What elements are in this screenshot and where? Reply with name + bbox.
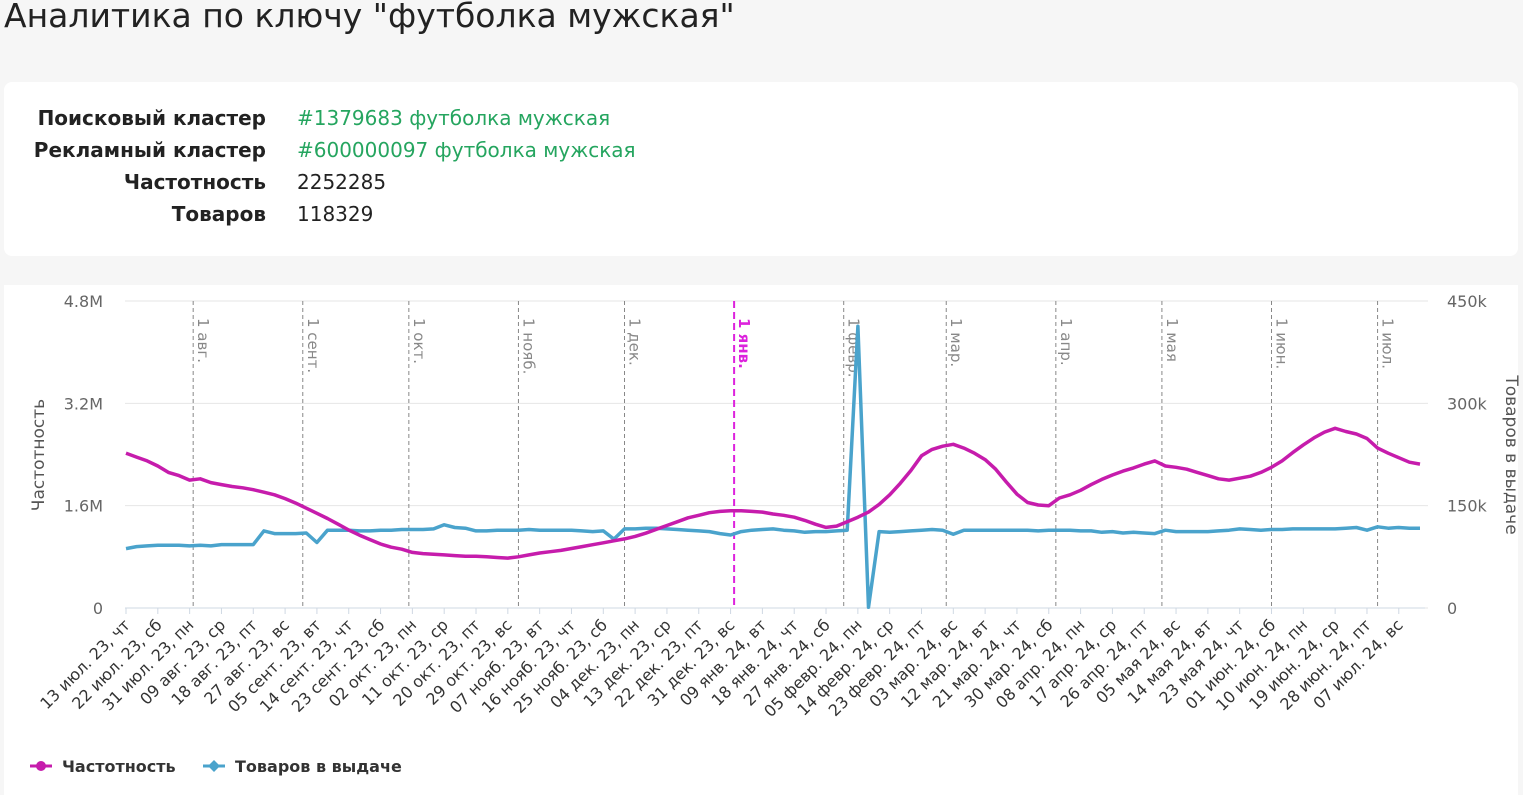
x-tick-label: 16 нояб. 23, чт [478,615,580,717]
month-label: 1 февр. [845,318,863,378]
x-tick-label: 23 февр. 24, пт [825,615,930,720]
info-label: Поисковый кластер [37,106,266,130]
month-label: 1 авг. [194,318,212,363]
x-tick-label: 25 нояб. 23, сб [510,615,612,717]
month-label: 1 апр. [1057,318,1075,366]
x-tick-label: 28 июн. 24, пт [1276,615,1374,713]
x-tick-label: 03 мар. 24, вс [865,615,961,711]
month-label: 1 мая [1163,318,1181,362]
y2-axis-title: Товаров в выдаче [1501,374,1521,534]
x-tick-label: 05 мая 24, вс [1092,615,1184,707]
y-tick-label: 0 [93,599,103,618]
series-line [125,426,1421,560]
x-tick-label: 31 июл. 23, пн [98,615,197,714]
x-tick-label: 05 февр. 24, пн [760,615,865,720]
month-label: 1 нояб. [519,318,537,374]
x-tick-label: 23 мая 24, чт [1155,615,1247,707]
month-label: 1 окт. [410,318,428,364]
x-tick-label: 20 окт. 23, пт [389,615,484,710]
x-tick-label: 11 окт. 23, ср [358,615,452,709]
info-link[interactable]: #1379683 футболка мужская [297,106,611,130]
info-value: 118329 [297,202,374,226]
x-tick-label: 29 окт. 23, вс [422,615,515,708]
month-label: 1 июн. [1273,318,1291,369]
x-tick-label: 14 февр. 24, ср [793,615,897,719]
info-row: Рекламный кластер #600000097 футболка муж… [4,138,904,170]
x-tick-label: 12 мар. 24, вт [897,615,993,711]
info-label: Рекламный кластер [33,138,266,162]
info-row: Поисковый кластер #1379683 футболка мужск… [4,106,904,138]
x-tick-label: 13 июл. 23, чт [36,615,134,713]
y2-tick-label: 150k [1447,497,1488,516]
info-link[interactable]: #600000097 футболка мужская [297,138,636,162]
y-tick-label: 4.8M [64,292,103,311]
x-tick-label: 27 авг. 23, вс [200,615,293,708]
y2-tick-label: 0 [1447,599,1457,618]
x-tick-label: 31 дек. 23, вс [644,615,739,710]
x-tick-label: 18 янв. 24, чт [708,615,802,709]
x-tick-label: 17 апр. 24, ср [1025,615,1120,710]
x-tick-label: 14 сент. 23, чт [256,615,357,716]
info-label: Частотность [123,170,266,194]
x-tick-label: 27 янв. 24, сб [740,615,834,709]
x-tick-label: 23 сент. 23, сб [288,615,389,716]
info-row: Частотность 2252285 [4,170,904,202]
y-tick-label: 3.2M [64,394,103,413]
x-tick-label: 14 мая 24, вт [1124,615,1216,707]
series-line [125,324,1420,610]
x-tick-label: 22 дек. 23, пт [611,615,707,711]
month-label: 1 мар. [947,318,965,367]
info-row: Товаров 118329 [4,202,904,234]
y-axis-title: Частотность [29,399,49,511]
month-label: 1 июл. [1379,318,1397,369]
x-tick-label: 07 июл. 24, вс [1309,615,1406,712]
x-tick-label: 13 дек. 23, ср [580,615,675,710]
month-label: 1 сент. [304,318,322,373]
month-label: 1 янв. [735,318,753,369]
month-label: 1 дек. [626,318,644,366]
legend-marker [36,761,46,771]
x-tick-label: 07 нояб. 23, вт [446,615,548,717]
x-tick-label: 02 окт. 23, пн [325,615,420,710]
x-tick-label: 08 апр. 24, пн [992,615,1089,712]
info-label: Товаров [171,202,266,226]
x-tick-label: 21 мар. 24, чт [929,615,1025,711]
x-tick-label: 10 июн. 24, пн [1212,615,1311,714]
info-card: Поисковый кластер #1379683 футболка мужск… [4,82,1518,256]
x-tick-label: 05 сент. 23, вт [224,615,325,716]
x-tick-label: 04 дек. 23, пн [546,615,643,712]
legend-label: Частотность [62,757,176,776]
legend-marker [208,760,220,772]
y2-tick-label: 300k [1447,394,1488,413]
legend-label: Товаров в выдаче [235,757,402,776]
x-tick-label: 30 мар. 24, сб [961,615,1057,711]
info-value: 2252285 [297,170,387,194]
x-tick-label: 22 июл. 23, сб [68,615,166,713]
x-tick-label: 09 авг. 23, ср [136,615,229,708]
x-tick-label: 26 апр. 24, пт [1056,615,1152,711]
y-tick-label: 1.6M [64,497,103,516]
x-tick-label: 19 июн. 24, ср [1245,615,1343,713]
page-title: Аналитика по ключу "футболка мужская" [4,0,735,35]
chart-panel [4,285,1518,795]
y2-tick-label: 450k [1447,292,1488,311]
x-tick-label: 18 авг. 23, пт [167,615,261,709]
x-tick-label: 09 янв. 24, вт [676,615,770,709]
x-tick-label: 01 июн. 24, сб [1182,615,1280,713]
